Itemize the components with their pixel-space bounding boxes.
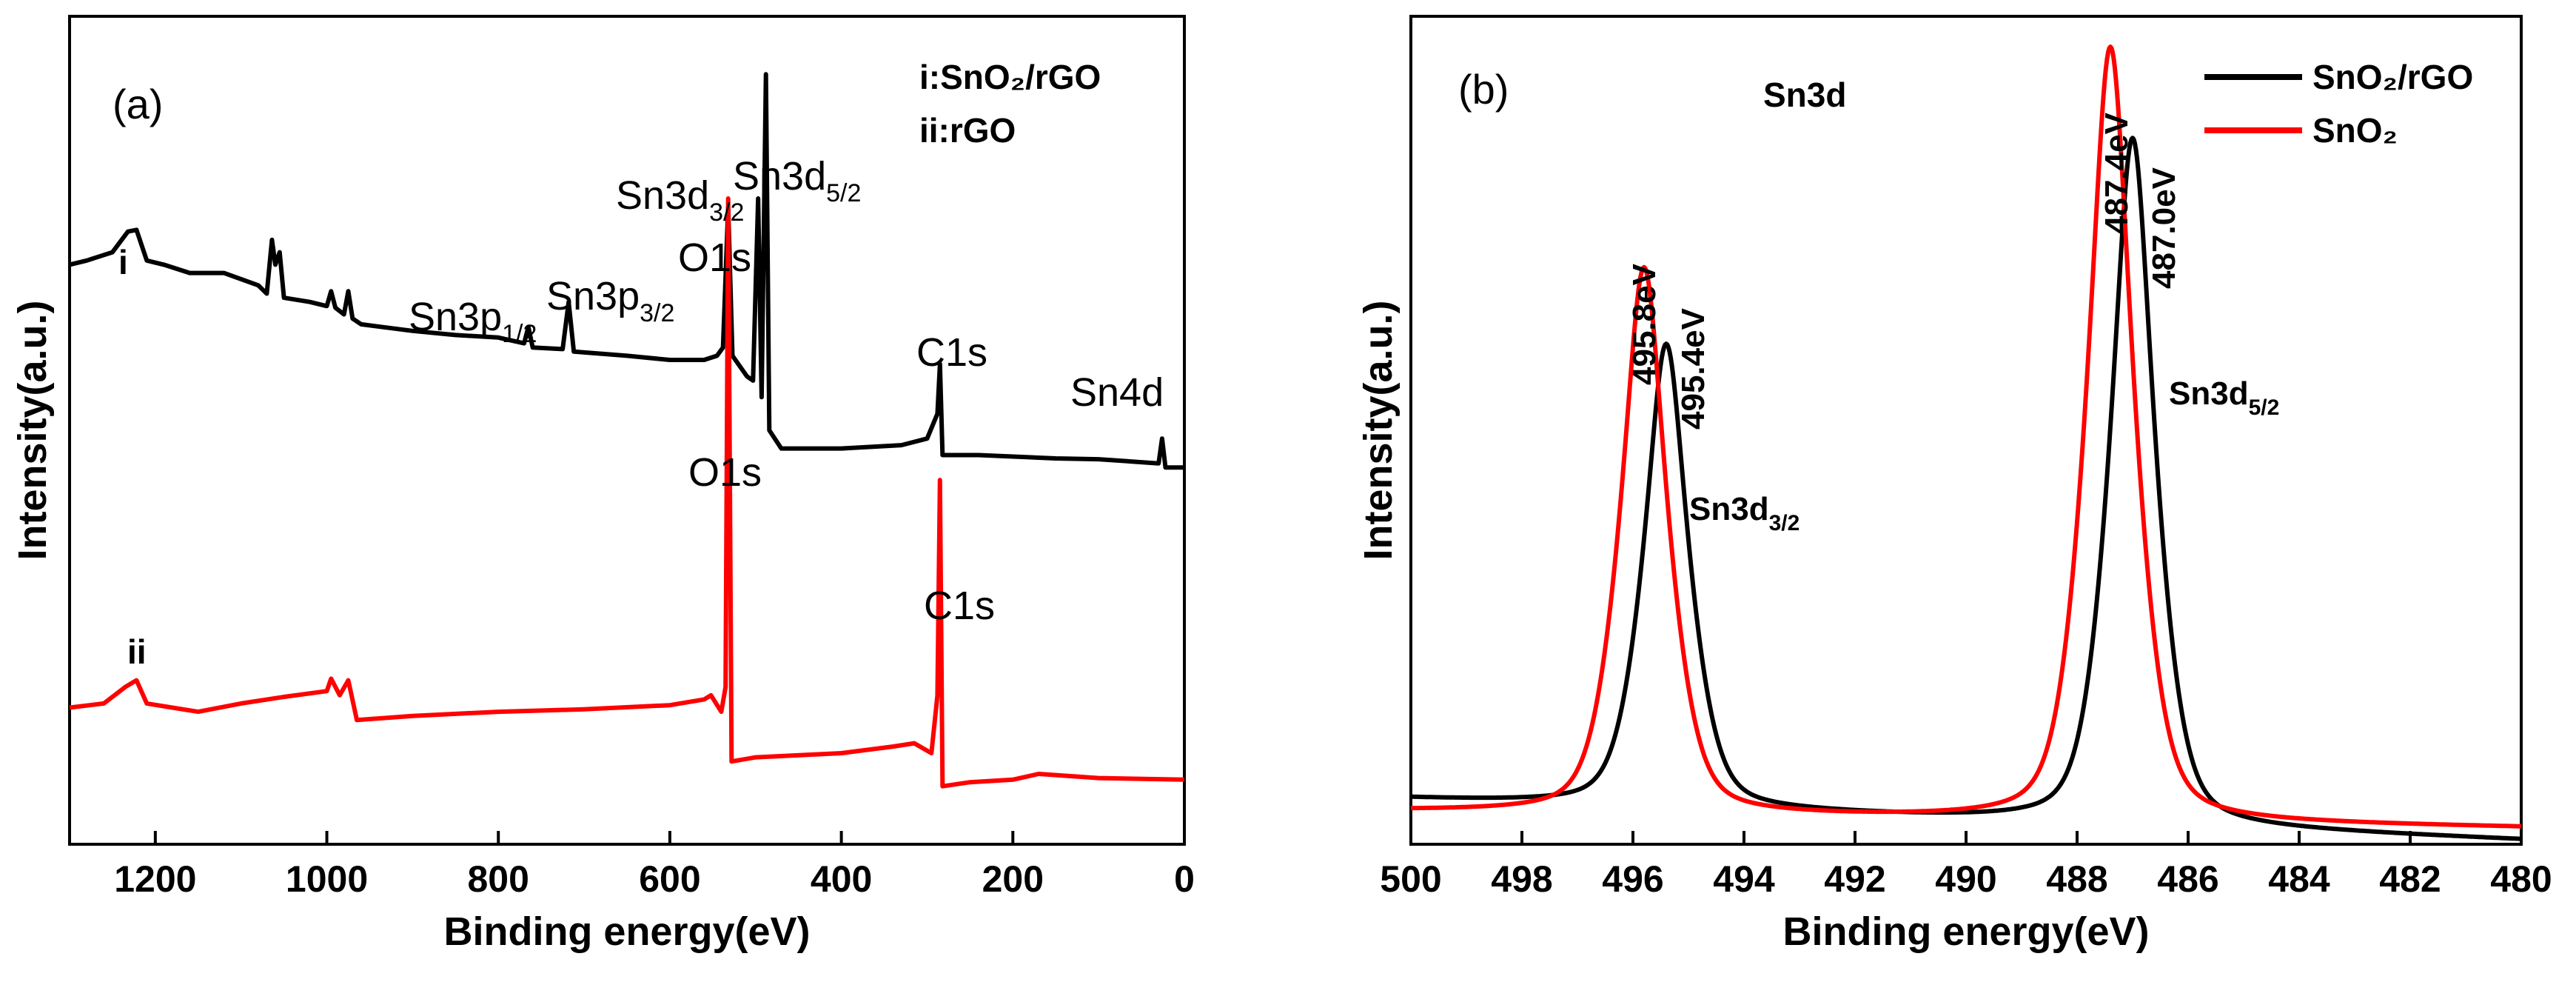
x-tick-label: 482 <box>2379 858 2441 900</box>
annotation-o1s-ii: O1s <box>688 450 762 495</box>
series-line-ii <box>69 196 1185 789</box>
series-line-i <box>69 72 1184 470</box>
annotation-495-4ev: 495.4eV <box>1675 307 1711 430</box>
x-tick-label: 494 <box>1713 858 1775 900</box>
annotation-sn3d52-b: Sn3d5/2 <box>2169 375 2279 420</box>
x-tick-label: 498 <box>1491 858 1552 900</box>
x-tick-label: 496 <box>1602 858 1663 900</box>
x-tick-label: 0 <box>1174 858 1195 900</box>
series-line-sno-rgo <box>1409 136 2523 841</box>
annotation-sn3d52: Sn3d5/2 <box>733 154 861 207</box>
x-tick-label: 1200 <box>114 858 196 900</box>
panel-b-sn3d-spectrum: 500 498 496 494 492 490 488 486 484 482 480 (b) Sn… <box>1356 15 2552 954</box>
panel-b-label: (b) <box>1458 66 1509 113</box>
legend-label-sno2: SnO₂ <box>2312 111 2398 150</box>
annotation-487-0ev: 487.0eV <box>2146 167 2182 289</box>
panel-a-survey-spectrum: 1200 1000 800 600 400 200 0 (a) i:SnO₂/rGO ii:… <box>10 15 1195 954</box>
x-tick-label: 492 <box>1824 858 1885 900</box>
x-tick-label: 484 <box>2268 858 2330 900</box>
panel-b-series-group <box>1409 44 2523 841</box>
x-tick-label: 500 <box>1380 858 1441 900</box>
panel-a-label: (a) <box>113 81 163 127</box>
panel-a-y-axis-label: Intensity(a.u.) <box>10 300 55 560</box>
panel-b-title: Sn3d <box>1763 76 1846 114</box>
x-tick-label: 600 <box>639 858 700 900</box>
panel-b-x-axis-label: Binding energy(eV) <box>1782 909 2149 954</box>
annotation-o1s-i: O1s <box>678 236 751 280</box>
x-tick-label: 200 <box>982 858 1044 900</box>
panel-a-legend-entry-ii: ii:rGO <box>919 111 1016 150</box>
annotation-495-8ev: 495.8eV <box>1626 263 1663 385</box>
annotation-sn3d32: Sn3d3/2 <box>616 173 744 227</box>
annotation-c1s-i: C1s <box>916 330 987 375</box>
series-label-i: i <box>118 243 128 281</box>
panel-a-series-group <box>69 72 1185 789</box>
x-tick-label: 800 <box>468 858 529 900</box>
annotation-c1s-ii: C1s <box>924 584 995 628</box>
annotation-487-4ev: 487.4eV <box>2099 112 2135 234</box>
legend-label-sno2-rgo: SnO₂/rGO <box>2312 58 2473 96</box>
annotation-sn3d32-b: Sn3d3/2 <box>1689 491 1799 535</box>
series-label-ii: ii <box>127 632 147 671</box>
series-line-sno- <box>1409 44 2523 829</box>
panel-a-x-axis-label: Binding energy(eV) <box>443 909 810 954</box>
annotation-sn3p12: Sn3p1/2 <box>409 295 537 348</box>
x-tick-label: 1000 <box>286 858 368 900</box>
panel-b-x-ticks: 500 498 496 494 492 490 488 486 484 482 480 <box>1380 831 2552 900</box>
panel-a-x-ticks: 1200 1000 800 600 400 200 0 <box>114 831 1195 900</box>
panel-b-y-axis-label: Intensity(a.u.) <box>1356 300 1401 560</box>
x-tick-label: 490 <box>1935 858 1996 900</box>
x-tick-label: 400 <box>811 858 872 900</box>
panel-a-plot-frame <box>68 15 1186 846</box>
x-tick-label: 486 <box>2157 858 2218 900</box>
annotation-sn3p32: Sn3p3/2 <box>546 274 674 327</box>
x-tick-label: 488 <box>2046 858 2107 900</box>
panel-a-legend-entry-i: i:SnO₂/rGO <box>919 58 1101 96</box>
x-tick-label: 480 <box>2490 858 2552 900</box>
annotation-sn4d: Sn4d <box>1070 370 1164 415</box>
